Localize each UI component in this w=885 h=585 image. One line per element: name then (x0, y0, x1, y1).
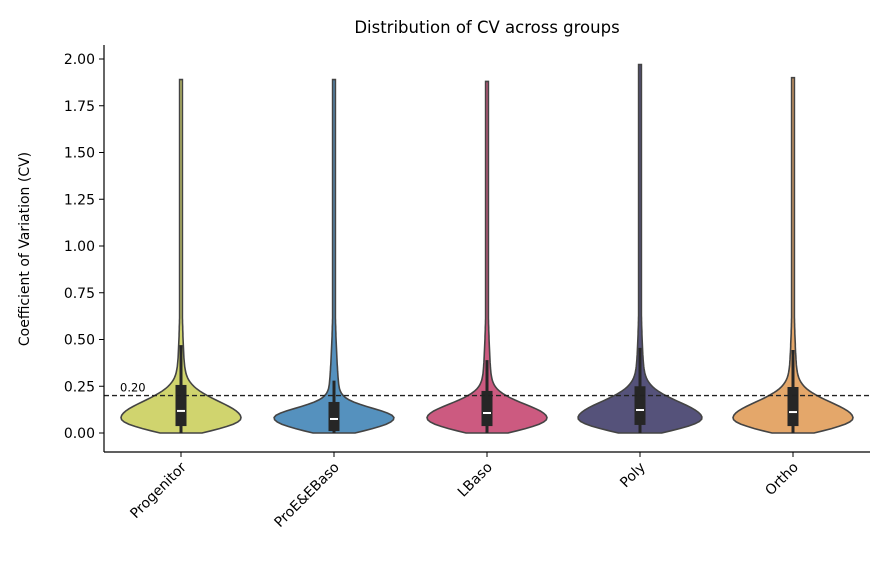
y-tick-label: 0.75 (64, 286, 95, 302)
x-tick-label: Poly (617, 460, 649, 492)
x-tick-label: Ortho (762, 460, 801, 499)
reference-line-label: 0.20 (120, 381, 146, 395)
chart-title: Distribution of CV across groups (354, 18, 619, 37)
violin-poly (577, 63, 703, 434)
violin-body (577, 63, 703, 434)
violin-lbaso (426, 80, 548, 434)
y-tick-label: 1.25 (64, 192, 95, 208)
violin-body (732, 76, 854, 434)
iqr-box (328, 401, 340, 432)
iqr-box (481, 390, 493, 427)
x-tick-label: LBaso (455, 460, 496, 501)
x-tick-label: Progenitor (127, 459, 190, 522)
violin-body (120, 78, 242, 434)
y-tick-label: 2.00 (64, 52, 95, 68)
violin-proeebaso (273, 78, 395, 434)
iqr-box (175, 384, 187, 427)
iqr-box (634, 386, 646, 425)
y-tick-label: 1.00 (64, 239, 95, 255)
violin-progenitor (120, 78, 242, 434)
y-tick-label: 0.00 (64, 426, 95, 442)
y-tick-label: 1.50 (64, 146, 95, 162)
y-axis-label: Coefficient of Variation (CV) (17, 152, 33, 346)
y-tick-label: 1.75 (64, 99, 95, 115)
violin-body (426, 80, 548, 434)
y-tick-label: 0.50 (64, 333, 95, 349)
violin-ortho (732, 76, 854, 434)
violin-body (273, 78, 395, 434)
x-tick-label: ProE&EBaso (271, 460, 342, 531)
y-tick-label: 0.25 (64, 379, 95, 395)
iqr-box (787, 386, 799, 427)
